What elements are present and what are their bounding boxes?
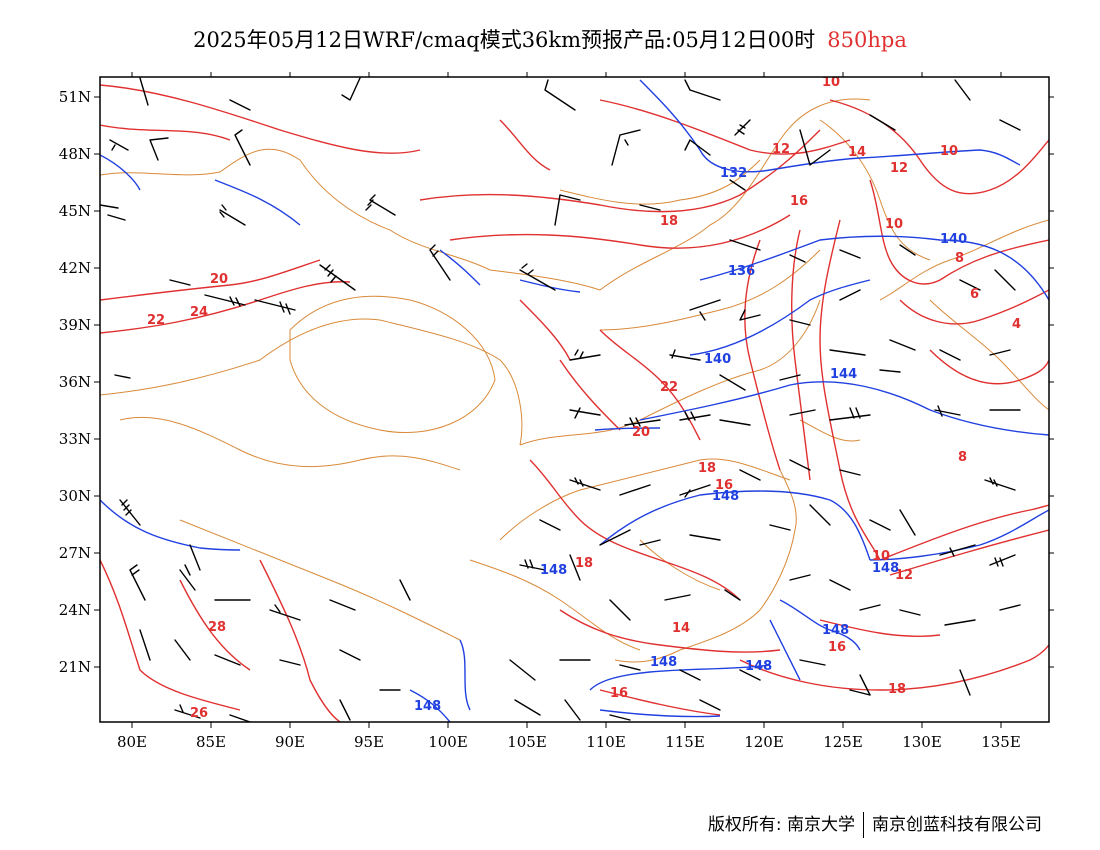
height-label: 148: [414, 699, 441, 714]
map-layers: 10 12 14 12 10 16 18 10 8 6 4 20 22 24 2…: [100, 75, 1049, 722]
temp-label: 22: [660, 380, 678, 395]
title-level: 850hpa: [827, 28, 907, 52]
temp-label: 14: [672, 621, 690, 636]
lon-label: 95E: [354, 733, 384, 751]
temp-label: 22: [147, 313, 165, 328]
boundary-lines: [100, 98, 1049, 663]
lat-label: 48N: [59, 145, 91, 163]
temp-label: 24: [190, 305, 208, 320]
temp-label: 20: [210, 272, 228, 287]
temp-label: 6: [970, 287, 979, 302]
height-contours: [100, 79, 1049, 722]
height-label: 144: [830, 367, 857, 382]
temp-label: 16: [828, 640, 846, 655]
height-labels: 132 136 140 140 144 148 148 148 148 148 …: [414, 166, 967, 714]
temp-label: 10: [872, 549, 890, 564]
wind-barbs: [100, 77, 1021, 722]
lon-label: 120E: [744, 733, 784, 751]
temperature-labels: 10 12 14 12 10 16 18 10 8 6 4 20 22 24 2…: [147, 75, 1021, 721]
lon-label: 130E: [902, 733, 942, 751]
temp-label: 12: [890, 161, 908, 176]
lon-label: 100E: [428, 733, 468, 751]
height-label: 140: [940, 232, 967, 247]
lon-label: 135E: [981, 733, 1021, 751]
lon-label: 115E: [665, 733, 705, 751]
height-label: 148: [540, 563, 567, 578]
lon-label: 80E: [117, 733, 147, 751]
lon-label: 125E: [823, 733, 863, 751]
height-label: 148: [745, 659, 772, 674]
lat-label: 39N: [59, 316, 91, 334]
temp-label: 10: [822, 75, 840, 90]
lon-label: 110E: [586, 733, 626, 751]
lon-label: 90E: [275, 733, 305, 751]
height-label: 132: [720, 166, 747, 181]
temp-label: 10: [940, 144, 958, 159]
credit-right: 南京创蓝科技有限公司: [872, 815, 1042, 835]
temp-label: 16: [715, 478, 733, 493]
lat-label: 51N: [59, 88, 91, 106]
temperature-contours: [100, 84, 1049, 722]
temp-label: 26: [190, 706, 208, 721]
temp-label: 18: [660, 214, 678, 229]
lat-label: 42N: [59, 259, 91, 277]
lat-label: 33N: [59, 430, 91, 448]
temp-label: 4: [1012, 317, 1021, 332]
lon-label: 105E: [507, 733, 547, 751]
lat-label: 21N: [59, 658, 91, 676]
map-frame: [99, 76, 1050, 723]
height-label: 148: [872, 561, 899, 576]
temp-label: 16: [790, 194, 808, 209]
temp-label: 28: [208, 620, 226, 635]
map-title: 2025年05月12日WRF/cmaq模式36km预报产品:05月12日00时 8…: [0, 24, 1100, 54]
temp-label: 12: [895, 568, 913, 583]
temp-label: 14: [848, 145, 866, 160]
height-label: 140: [704, 352, 731, 367]
height-label: 148: [650, 655, 677, 670]
lat-label: 45N: [59, 202, 91, 220]
credit-separator: [863, 812, 864, 838]
temp-label: 16: [610, 686, 628, 701]
lat-labels: 51N 48N 45N 42N 39N 36N 33N 30N 27N 24N …: [59, 88, 91, 676]
temp-label: 18: [575, 556, 593, 571]
credit-left: 版权所有: 南京大学: [707, 815, 855, 835]
height-label: 148: [712, 489, 739, 504]
temp-label: 10: [885, 217, 903, 232]
temp-label: 8: [955, 251, 964, 266]
temp-label: 12: [772, 142, 790, 157]
title-main: 2025年05月12日WRF/cmaq模式36km预报产品:05月12日00时: [193, 28, 816, 52]
temp-label: 18: [888, 682, 906, 697]
lat-label: 30N: [59, 487, 91, 505]
lat-label: 24N: [59, 601, 91, 619]
temp-label: 8: [958, 450, 967, 465]
temp-label: 20: [632, 425, 650, 440]
tick-marks: [94, 72, 1054, 728]
lat-label: 36N: [59, 373, 91, 391]
temp-label: 18: [698, 461, 716, 476]
height-label: 148: [822, 623, 849, 638]
copyright-credit: 版权所有: 南京大学 南京创蓝科技有限公司: [708, 810, 1042, 838]
lon-label: 85E: [196, 733, 226, 751]
lon-labels: 80E 85E 90E 95E 100E 105E 110E 115E 120E…: [117, 733, 1021, 751]
height-label: 136: [728, 264, 755, 279]
lat-label: 27N: [59, 544, 91, 562]
